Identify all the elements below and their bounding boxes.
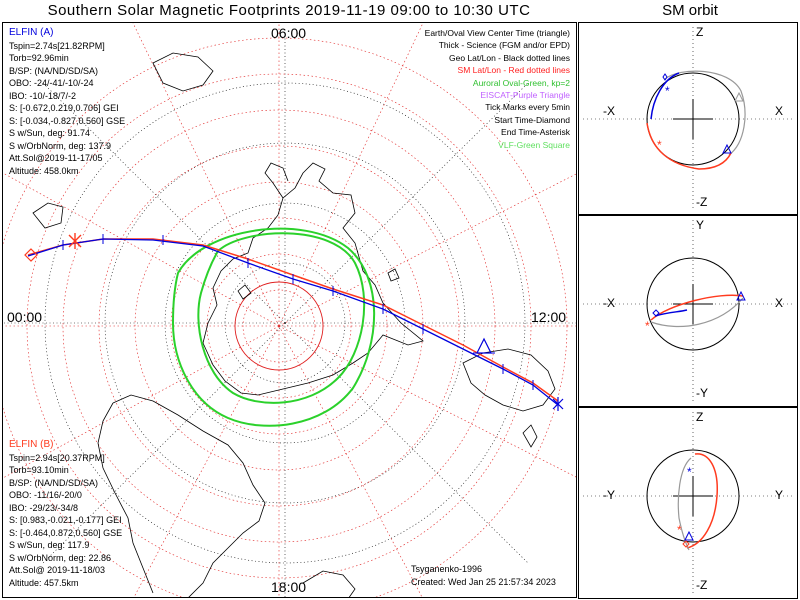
axis-right: Y: [775, 488, 784, 502]
info-line: B/SP: (NA/ND/SD/SA): [9, 477, 99, 488]
axis-top: Y: [696, 218, 705, 232]
info-line: OBO: -24/-41/-10/-24: [9, 78, 94, 88]
probe-a-info: ELFIN (A) Tspin=2.74s[21.82RPM] Torb=92.…: [9, 27, 125, 177]
info-line: Tspin=2.94s[20.37RPM]: [9, 452, 105, 463]
sm-orbit-panel-yz: * * Z -Z -Y Y: [578, 407, 798, 599]
info-line: IBO: -10/-18/7/-2: [9, 90, 77, 101]
end-asterisk-a: [552, 397, 564, 411]
orbit-canvas-xy: *: [583, 220, 793, 402]
info-line: S w/OrbNorm, deg: 137.9: [9, 140, 112, 151]
svg-text:*: *: [657, 138, 662, 152]
sm-orbit-title: SM orbit: [662, 2, 718, 19]
auroral-oval: [171, 227, 376, 427]
info-line: B/SP: (NA/ND/SD/SA): [9, 65, 99, 76]
track-tick-marks: [62, 234, 534, 390]
earth-circle: [646, 72, 740, 166]
model-credit: Tsyganenko-1996: [411, 564, 483, 574]
axis-right: X: [775, 104, 784, 118]
svg-text:*: *: [687, 465, 692, 479]
footprint-tracks: [27, 238, 559, 406]
legend-item: Thick - Science (FGM and/or EPD): [438, 40, 570, 51]
earth-circle: [646, 257, 740, 351]
info-line: S: [-0.672,0.219,0.706] GEI: [9, 103, 119, 113]
footprint-map: 06:00 00:00 12:00 18:00 Earth/Oval View …: [2, 22, 577, 598]
elfin-a-track: [27, 238, 559, 406]
info-line: Torb=93.10min: [9, 465, 69, 475]
info-line: Att.Sol@2019-11-17/05: [9, 153, 103, 163]
axis-left: -Y: [603, 488, 615, 502]
view-center-triangle: [476, 337, 492, 354]
axis-bottom: -Z: [696, 578, 708, 592]
info-line: IBO: -29/23/-34/8: [9, 502, 79, 513]
info-line: S w/Sun, deg: 117.9: [9, 540, 90, 550]
geo-longitude-lines: [3, 33, 576, 597]
info-line: Tspin=2.74s[21.82RPM]: [9, 40, 105, 51]
legend-item: Start Time-Diamond: [494, 114, 570, 125]
axis-right: X: [775, 296, 784, 310]
sm-orbit-panel-xy: * Y -Y -X X: [578, 215, 798, 407]
sm-orbit-panel-xz: * * Z -Z -X X: [578, 22, 798, 215]
legend-item: SM Lat/Lon - Red dotted lines: [457, 65, 570, 76]
page-title: Southern Solar Magnetic Footprints 2019-…: [47, 2, 531, 19]
legend-item: Tick Marks every 5min: [485, 102, 570, 113]
axis-top: Z: [696, 410, 704, 424]
svg-text:*: *: [677, 523, 682, 537]
info-line: S: [-0.464,0.872,0.560] GSE: [9, 527, 123, 538]
info-line: S w/OrbNorm, deg: 22.86: [9, 552, 112, 563]
info-line: Att.Sol@ 2019-11-18/03: [9, 565, 106, 575]
created-date: Created: Wed Jan 25 21:57:34 2023: [411, 576, 556, 587]
axis-left: -X: [603, 296, 615, 310]
info-line: Torb=92.96min: [9, 53, 69, 63]
svg-text:*: *: [645, 319, 650, 333]
legend-item: End Time-Asterisk: [501, 127, 570, 138]
polar-map-canvas: [3, 23, 576, 597]
probe-b-info: ELFIN (B) Tspin=2.94s[20.37RPM] Torb=93.…: [9, 439, 122, 589]
map-legend: Earth/Oval View Center Time (triangle) T…: [425, 27, 570, 151]
axis-bottom: -Z: [696, 195, 708, 209]
probe-b-header: ELFIN (B): [9, 439, 54, 450]
axis-bottom: -Y: [696, 386, 708, 400]
time-label-top: 06:00: [271, 25, 307, 41]
info-line: Altitude: 458.0km: [9, 165, 79, 176]
legend-item: EISCAT-Purple Triangle: [480, 90, 570, 101]
legend-item: Geo Lat/Lon - Black dotted lines: [449, 52, 570, 63]
legend-item: Auroral Oval-Green, kp=2: [472, 77, 570, 88]
credit: Tsyganenko-1996 Created: Wed Jan 25 21:5…: [411, 563, 556, 588]
info-line: S: [0.983,-0.021,-0.177] GEI: [9, 515, 122, 525]
svg-text:*: *: [665, 84, 670, 98]
axis-top: Z: [696, 25, 704, 39]
probe-a-header: ELFIN (A): [9, 27, 54, 38]
end-asterisk-b: [68, 233, 82, 249]
time-label-bottom: 18:00: [271, 579, 307, 595]
time-label-right: 12:00: [531, 309, 567, 325]
elfin-b-track: [27, 238, 559, 402]
legend-item: VLF-Green Square: [498, 139, 570, 150]
sm-pole-circle: [234, 281, 324, 371]
info-line: S w/Sun, deg: 91.74: [9, 128, 91, 138]
orbit-canvas-yz: * *: [583, 412, 793, 594]
sm-longitude-lines: [3, 23, 576, 597]
track-markers: [24, 233, 564, 411]
info-line: OBO: -11/16/-20/0: [9, 490, 82, 500]
orbit-canvas-xz: * *: [583, 27, 793, 210]
info-line: S: [-0.034,-0.827,0.560] GSE: [9, 115, 126, 126]
axis-left: -X: [603, 104, 615, 118]
start-diamond: [24, 248, 38, 262]
time-label-left: 00:00: [7, 309, 43, 325]
info-line: Altitude: 457.5km: [9, 577, 79, 588]
legend-item: Earth/Oval View Center Time (triangle): [424, 28, 570, 38]
earth-circle: [646, 449, 740, 543]
